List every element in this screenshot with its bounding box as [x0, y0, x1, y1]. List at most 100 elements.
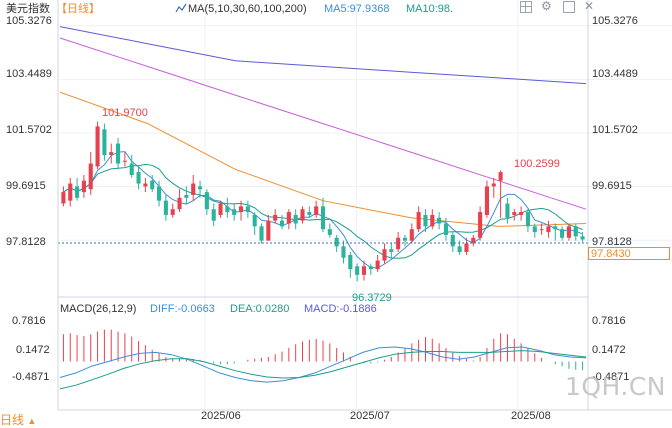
candle-body	[525, 212, 530, 227]
candle-body	[293, 214, 298, 224]
candle-body	[539, 229, 544, 231]
candlestick-series	[61, 121, 585, 282]
candle-body	[191, 183, 196, 195]
candle-body	[375, 260, 380, 270]
candle-body	[382, 249, 387, 261]
candle-body	[211, 209, 216, 221]
candle-body	[61, 192, 66, 204]
candle-body	[116, 143, 121, 164]
candle-body	[334, 237, 339, 247]
annotation-high-1: 101.9700	[102, 107, 148, 119]
candle-body	[560, 229, 565, 238]
settings-icon[interactable]: ⚙	[541, 0, 552, 13]
time-tick-3: 2025/08	[511, 410, 551, 422]
candle-body	[225, 206, 230, 213]
macd-dea-value: DEA:0.0280	[230, 303, 290, 315]
candle-body	[580, 236, 585, 240]
candle-body	[478, 212, 483, 238]
macd-tick-3: -0.4871	[592, 371, 630, 383]
candle-body	[109, 152, 114, 155]
candle-body	[204, 192, 209, 210]
period-select[interactable]: 日线 ▲	[0, 411, 36, 428]
candle-body	[150, 180, 155, 190]
candle-body	[498, 172, 503, 181]
caret-up-icon: ▲	[27, 416, 37, 426]
candle-body	[136, 172, 141, 184]
annotation-high-2: 100.2599	[514, 158, 560, 170]
candle-body	[464, 243, 469, 253]
candle-body	[245, 206, 250, 213]
candle-body	[81, 180, 86, 193]
candle-body	[566, 226, 571, 238]
price-tick-3: 101.5702	[592, 124, 638, 136]
candle-body	[177, 197, 182, 210]
time-tick-2: 2025/07	[350, 410, 390, 422]
candle-body	[389, 249, 394, 253]
candle-body	[184, 194, 189, 198]
candle-body	[129, 163, 134, 175]
candle-body	[402, 237, 408, 241]
candle-body	[238, 206, 244, 213]
candle-body	[197, 186, 203, 190]
candle-body	[457, 246, 462, 253]
last-price-label: 97.8430	[588, 247, 670, 260]
window-icon[interactable]	[563, 1, 575, 13]
candle-body	[361, 266, 367, 275]
left-macd-tick-2: 0.1472	[16, 344, 50, 356]
price-tick-5: 97.8128	[592, 236, 632, 248]
candle-body	[505, 203, 510, 218]
candle-body	[437, 217, 442, 224]
time-tick-1: 2025/06	[201, 410, 241, 422]
symbol-name: 美元指数	[6, 3, 50, 15]
watermark: 1QH.CN	[564, 372, 666, 401]
grid-lines	[60, 0, 672, 410]
macd-tick-1: 0.7816	[592, 315, 626, 327]
candle-body	[553, 226, 558, 230]
left-price-tick-2: 103.4489	[6, 68, 52, 80]
grid-icon[interactable]	[520, 1, 532, 13]
candle-body	[512, 212, 517, 215]
ma-settings-label[interactable]: MA(5,10,30,60,100,200)	[188, 3, 307, 15]
macd-diff-line	[59, 346, 587, 383]
left-price-tick-3: 101.5702	[6, 124, 52, 136]
candle-body	[368, 266, 373, 270]
left-macd-tick-3: -0.4871	[12, 371, 50, 383]
candle-body	[266, 220, 271, 241]
candle-body	[471, 237, 476, 244]
price-tick-1: 105.3276	[592, 15, 638, 27]
candle-body	[252, 214, 257, 227]
macd-diff-value: DIFF:-0.0663	[150, 303, 215, 315]
candle-body	[450, 234, 455, 247]
candle-body	[314, 206, 319, 215]
macd-label: MACD(26,12,9)	[60, 303, 137, 315]
candle-body	[300, 209, 305, 221]
candle-body	[259, 226, 264, 241]
candle-body	[232, 209, 237, 215]
close-icon[interactable]: ✕	[584, 0, 595, 13]
period-tag[interactable]: 【日线】	[56, 3, 100, 15]
candle-body	[320, 206, 326, 230]
ma-line-ma60	[59, 37, 587, 210]
candle-body	[157, 186, 162, 201]
macd-tick-2: 0.1472	[592, 344, 626, 356]
candle-body	[443, 223, 449, 235]
price-tick-4: 99.6915	[592, 180, 632, 192]
candle-body	[286, 212, 291, 224]
macd-dea-line	[59, 350, 587, 390]
candle-body	[416, 212, 421, 230]
candle-body	[102, 129, 107, 155]
left-price-tick-1: 105.3276	[6, 15, 52, 27]
ma-line-ma100	[59, 26, 587, 85]
annotation-low-1: 96.3729	[352, 292, 392, 304]
candle-body	[519, 212, 524, 215]
candle-body	[170, 209, 175, 215]
candle-body	[484, 186, 489, 215]
candle-body	[532, 226, 537, 233]
ma10-value: MA10:98.	[406, 3, 454, 15]
candle-body	[75, 186, 80, 198]
candle-body	[143, 183, 148, 187]
candle-body	[573, 226, 578, 237]
ma-chart-icon	[175, 3, 187, 18]
ma5-value: MA5:97.9368	[324, 3, 390, 15]
